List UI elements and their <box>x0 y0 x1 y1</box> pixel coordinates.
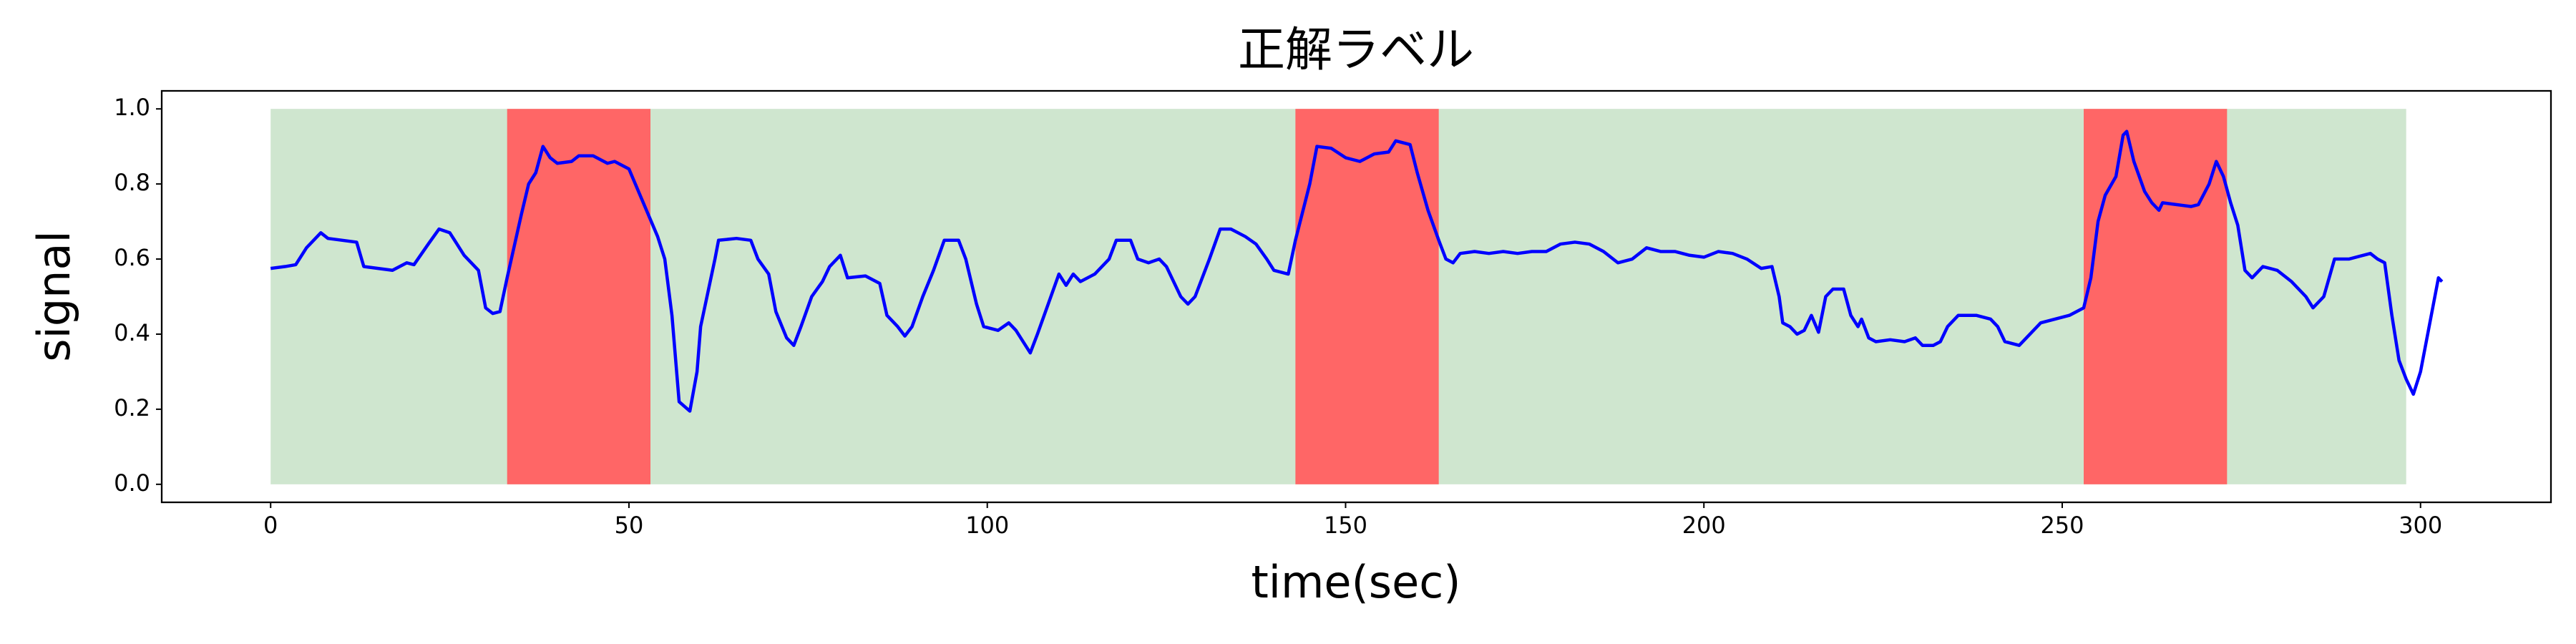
x-tick-label: 300 <box>2399 512 2442 539</box>
label-band <box>2084 109 2228 484</box>
y-tick-label: 0.8 <box>114 169 150 196</box>
chart-title: 正解ラベル <box>1238 22 1474 77</box>
x-tick-label: 50 <box>615 512 644 539</box>
y-tick-label: 0.6 <box>114 244 150 271</box>
x-tick-label: 0 <box>263 512 278 539</box>
y-tick-label: 0.0 <box>114 469 150 497</box>
label-band <box>1295 109 1439 484</box>
y-tick-label: 1.0 <box>114 94 150 121</box>
x-axis-label: time(sec) <box>1252 556 1461 608</box>
x-tick-label: 200 <box>1682 512 1726 539</box>
x-tick-label: 150 <box>1324 512 1367 539</box>
y-tick-label: 0.2 <box>114 394 150 421</box>
plot-frame <box>160 89 2552 504</box>
label-band <box>507 109 651 484</box>
signal-line <box>270 130 2444 413</box>
x-tick-label: 100 <box>965 512 1009 539</box>
y-tick-label: 0.4 <box>114 319 150 346</box>
y-axis-label: signal <box>28 230 80 361</box>
x-tick-label: 250 <box>2040 512 2084 539</box>
